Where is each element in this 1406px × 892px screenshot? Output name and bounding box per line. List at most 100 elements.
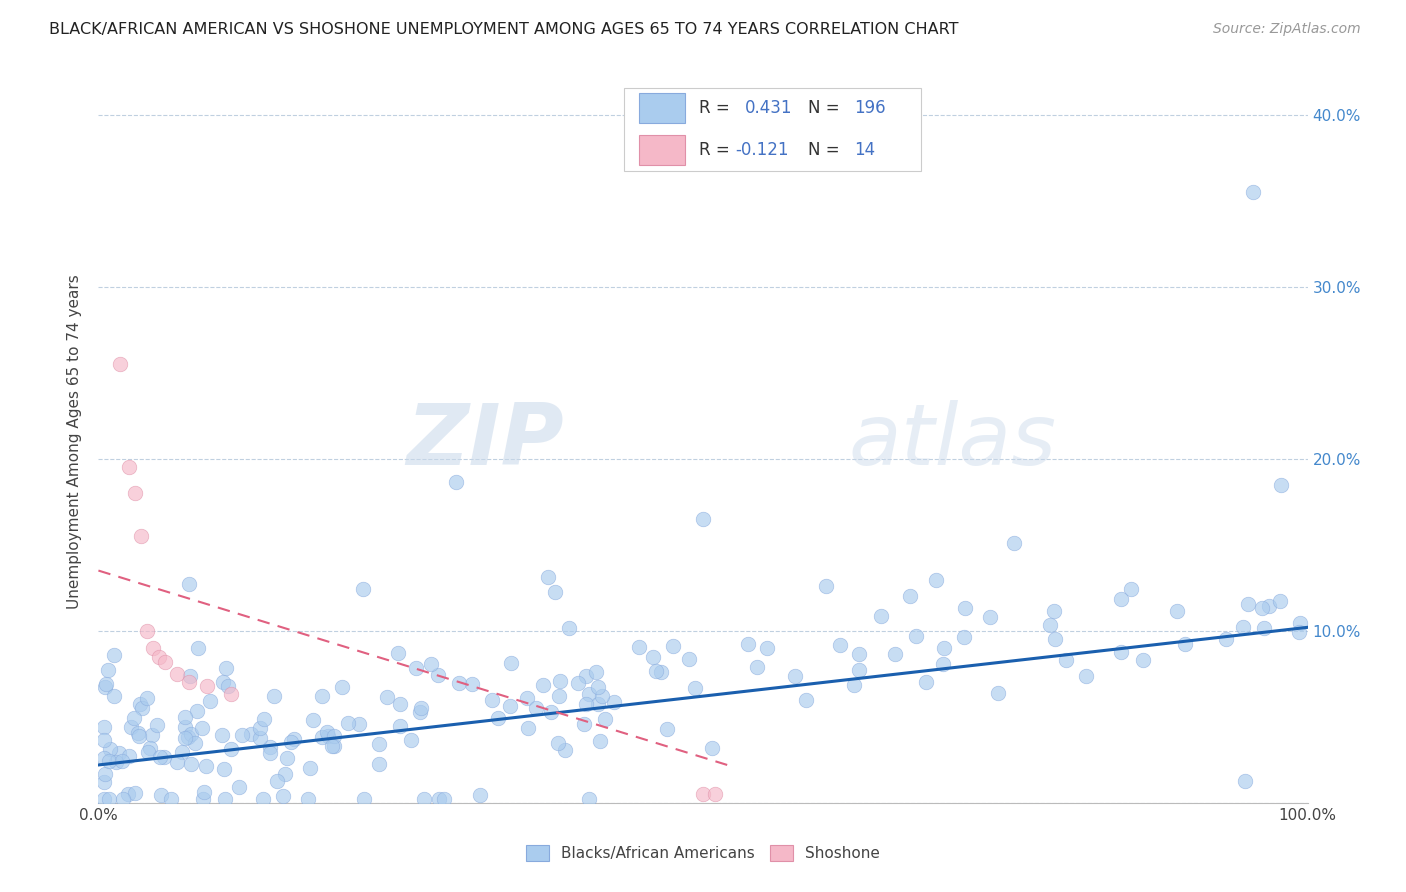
Point: [352, 582, 374, 596]
Point: [120, 720, 142, 734]
Text: N =: N =: [808, 99, 845, 117]
Point: [1233, 773, 1256, 788]
Point: [283, 731, 305, 746]
Point: [105, 755, 128, 769]
Point: [869, 609, 891, 624]
Point: [692, 787, 714, 801]
Point: [141, 728, 163, 742]
Point: [389, 697, 412, 711]
Point: [655, 723, 678, 737]
Text: 0.431: 0.431: [745, 99, 793, 117]
Point: [149, 750, 172, 764]
Text: -0.121: -0.121: [735, 141, 789, 159]
Point: [273, 767, 295, 781]
Point: [187, 640, 209, 655]
Point: [575, 697, 598, 711]
Point: [170, 745, 193, 759]
Point: [139, 740, 162, 755]
Point: [745, 659, 768, 673]
Point: [585, 665, 607, 680]
Point: [129, 529, 152, 543]
Point: [468, 788, 491, 802]
Legend: Blacks/African Americans, Shoshone: Blacks/African Americans, Shoshone: [520, 839, 886, 867]
Point: [131, 701, 153, 715]
Text: N =: N =: [808, 141, 845, 159]
Point: [180, 726, 202, 740]
Point: [572, 717, 595, 731]
Point: [148, 649, 170, 664]
Point: [1045, 632, 1067, 646]
Point: [1074, 669, 1097, 683]
Point: [180, 756, 202, 771]
Point: [174, 731, 197, 745]
Point: [297, 792, 319, 806]
Point: [124, 711, 146, 725]
Point: [498, 699, 520, 714]
Point: [142, 640, 165, 655]
Point: [118, 749, 141, 764]
Text: ZIP: ZIP: [406, 400, 564, 483]
Text: 196: 196: [855, 99, 886, 117]
Point: [628, 640, 651, 655]
Point: [215, 661, 238, 675]
Point: [1215, 632, 1237, 646]
FancyBboxPatch shape: [638, 135, 685, 165]
Point: [153, 655, 176, 669]
Point: [108, 357, 131, 371]
Point: [214, 792, 236, 806]
Point: [228, 780, 250, 794]
Point: [149, 789, 172, 803]
Point: [704, 787, 727, 801]
Point: [117, 787, 139, 801]
Point: [135, 624, 157, 638]
Point: [1119, 582, 1142, 596]
Point: [1002, 536, 1025, 550]
Point: [987, 686, 1010, 700]
Point: [153, 750, 176, 764]
Point: [842, 678, 865, 692]
Point: [231, 728, 253, 742]
Point: [311, 730, 333, 744]
Point: [531, 678, 554, 692]
Point: [179, 675, 201, 690]
Point: [516, 691, 538, 706]
Point: [1270, 477, 1292, 491]
Point: [1258, 599, 1281, 614]
Point: [298, 761, 321, 775]
Point: [124, 786, 146, 800]
Point: [318, 729, 340, 743]
Point: [412, 792, 434, 806]
Point: [332, 680, 354, 694]
Point: [193, 785, 215, 799]
Point: [98, 754, 121, 768]
Point: [692, 512, 714, 526]
Text: atlas: atlas: [848, 400, 1056, 483]
Point: [662, 639, 685, 653]
Point: [316, 724, 339, 739]
Point: [554, 743, 576, 757]
Point: [259, 739, 281, 754]
Text: R =: R =: [699, 141, 735, 159]
Point: [575, 668, 598, 682]
Point: [433, 792, 456, 806]
Point: [420, 657, 443, 671]
Point: [323, 729, 346, 743]
Point: [399, 733, 422, 747]
Point: [93, 733, 115, 747]
Point: [1109, 645, 1132, 659]
Point: [537, 570, 560, 584]
Point: [1166, 604, 1188, 618]
Point: [93, 792, 115, 806]
Point: [253, 713, 276, 727]
Point: [1253, 621, 1275, 635]
Point: [146, 718, 169, 732]
Point: [159, 792, 181, 806]
Point: [367, 737, 389, 751]
Point: [411, 701, 433, 715]
Point: [578, 792, 600, 806]
Y-axis label: Unemployment Among Ages 65 to 74 years: Unemployment Among Ages 65 to 74 years: [67, 274, 83, 609]
Point: [427, 792, 450, 806]
Point: [177, 730, 200, 744]
FancyBboxPatch shape: [624, 87, 921, 170]
Point: [925, 573, 948, 587]
